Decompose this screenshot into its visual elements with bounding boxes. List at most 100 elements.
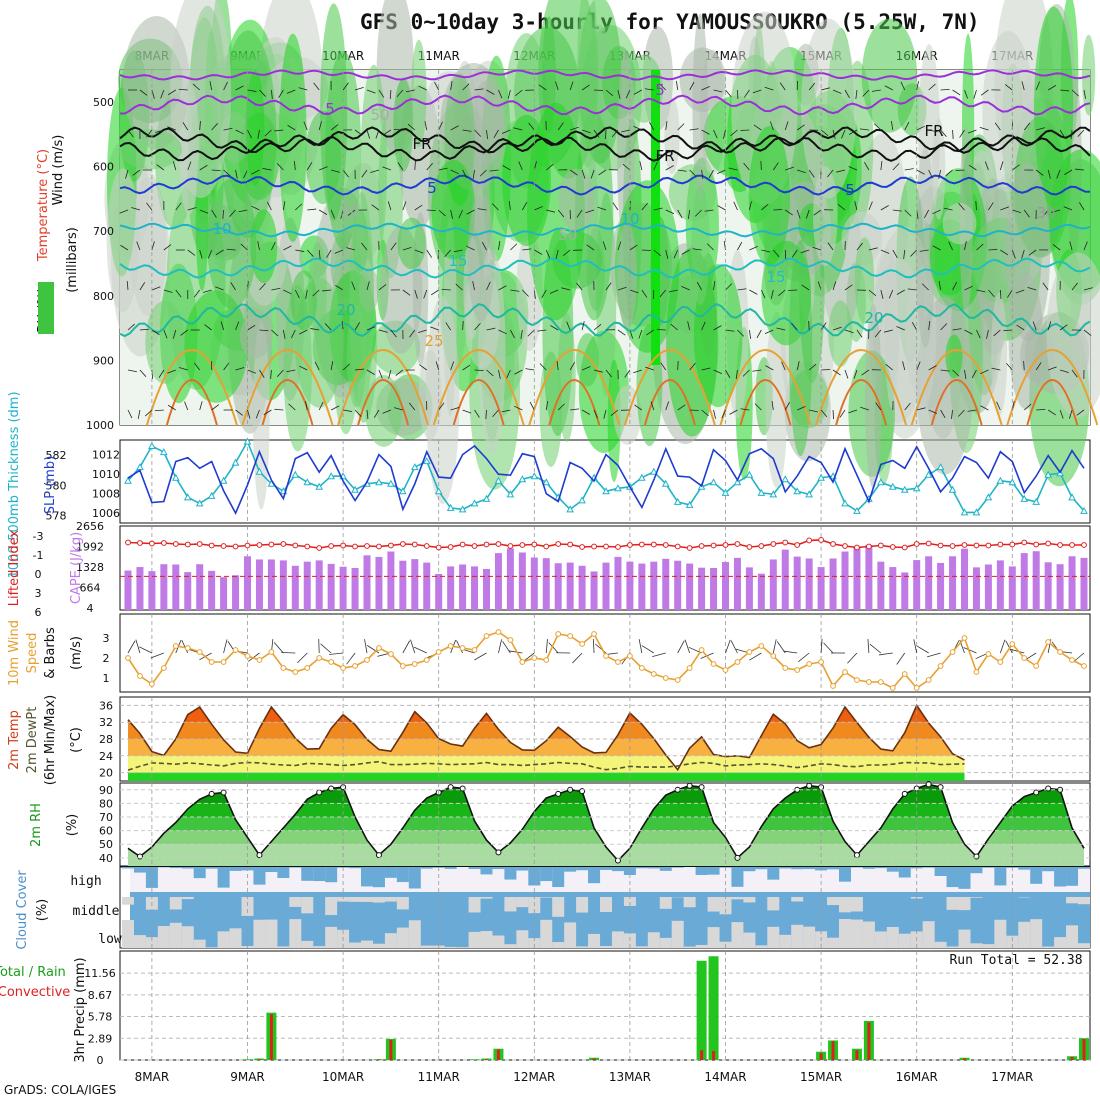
wind-speed-point <box>172 643 179 649</box>
wind-barb <box>665 209 675 215</box>
wind-barb <box>318 401 324 411</box>
lifted-index-point <box>722 542 729 548</box>
wind-barb <box>522 289 529 297</box>
wind-barb <box>501 409 511 413</box>
cloud-high-bar <box>408 867 421 889</box>
cloud-high-bar <box>468 867 481 869</box>
thickness-point <box>972 508 981 516</box>
contour-line <box>119 134 1091 162</box>
temp-tick-label: 20 <box>99 767 113 780</box>
rh-point <box>937 784 944 791</box>
precip-convective-bar <box>257 1059 261 1060</box>
wind-speed-point <box>555 631 562 637</box>
wind-barb <box>617 329 626 336</box>
wind-barb <box>209 81 213 91</box>
precip-convective-bar <box>592 1058 596 1060</box>
rh-point <box>256 852 263 859</box>
lifted-index-point <box>877 542 884 549</box>
lifted-index-point <box>232 543 239 550</box>
rh-shade-blob <box>841 211 883 266</box>
cloud-low-bar <box>552 942 565 948</box>
rh-tick-label: 50 <box>99 838 113 851</box>
wind-barb <box>522 202 528 211</box>
contour-label: 10 <box>212 220 231 238</box>
contour-label: 5 <box>427 179 437 197</box>
cloud-high-label: high <box>70 874 101 889</box>
wind-barb <box>713 409 716 419</box>
wind-barb <box>533 289 536 299</box>
wind-barb <box>1059 369 1069 374</box>
rh-point <box>447 784 454 791</box>
cloud-low-label: low <box>98 932 122 947</box>
thickness-point <box>291 470 300 478</box>
cloud-high-bar <box>970 867 983 874</box>
cloud-low-bar <box>779 934 792 948</box>
cloud-mid-bar <box>731 897 744 900</box>
wind-barb <box>916 407 926 411</box>
wind-barb-10m <box>410 639 416 654</box>
wind-barb <box>590 169 595 179</box>
wind-barb <box>645 366 654 371</box>
wind-barb <box>450 125 459 131</box>
rh-tick-label: 40 <box>99 852 113 865</box>
thickness-point <box>1008 478 1017 486</box>
wind-barb <box>611 129 619 138</box>
wind-barb-10m <box>297 652 308 664</box>
wind-barb <box>243 169 248 179</box>
wind-barb <box>737 241 743 251</box>
wind-barb <box>529 401 535 411</box>
precip-convective-bar <box>963 1058 966 1060</box>
wind-tick-label: 1 <box>103 672 110 685</box>
cloud-low-bar <box>803 926 816 948</box>
wind-barb <box>370 169 380 174</box>
temp-band <box>128 705 965 723</box>
wind-speed-point <box>352 663 358 669</box>
wind-barb <box>749 245 758 251</box>
wind-speed-point <box>662 675 669 681</box>
wind-speed-point <box>627 653 633 659</box>
cape-bar <box>387 551 395 610</box>
wind-barb <box>967 409 977 412</box>
wind-barb <box>450 406 460 411</box>
wind-barb <box>772 162 779 171</box>
thickness-point <box>745 470 754 478</box>
wind-barb <box>215 286 224 291</box>
wind-barb <box>800 249 810 254</box>
wind-barb <box>175 289 182 298</box>
wind-barb <box>481 241 487 251</box>
wind-barb <box>355 368 365 371</box>
wind-barb <box>211 404 220 411</box>
wind-barb <box>354 322 361 331</box>
wind-speed-point <box>567 633 574 639</box>
cape-bar <box>853 547 861 610</box>
wind-barb <box>486 281 491 291</box>
temp-band <box>128 772 965 781</box>
cloud-low-bar <box>755 945 768 948</box>
wind-barb <box>784 121 789 131</box>
wind-barb <box>298 365 308 371</box>
wind-barb <box>204 324 212 331</box>
cloud-low-bar <box>886 926 899 948</box>
cloud-high-bar <box>289 867 302 868</box>
wind-barb <box>576 209 583 218</box>
cape-bar <box>877 561 885 610</box>
wind-speed-point <box>746 649 753 655</box>
wind-barb <box>235 367 245 371</box>
lifted-index-point <box>985 542 992 549</box>
wind-barb-10m <box>181 640 189 654</box>
wind-barb <box>988 248 998 251</box>
wind-barb <box>622 163 631 171</box>
wind-barb <box>562 249 571 256</box>
wind-barb <box>366 89 376 94</box>
cloud-low-bar <box>588 933 601 948</box>
wind-barb <box>817 281 822 291</box>
wind-barb <box>928 365 937 371</box>
wind-barb <box>522 248 532 251</box>
wind-barb <box>948 241 953 251</box>
thickness-point <box>877 478 885 486</box>
wind-barb <box>430 289 439 296</box>
cape-bar <box>722 561 729 610</box>
wind-barb <box>255 409 260 419</box>
wind-barb <box>534 206 543 211</box>
wind-barb <box>187 249 196 256</box>
